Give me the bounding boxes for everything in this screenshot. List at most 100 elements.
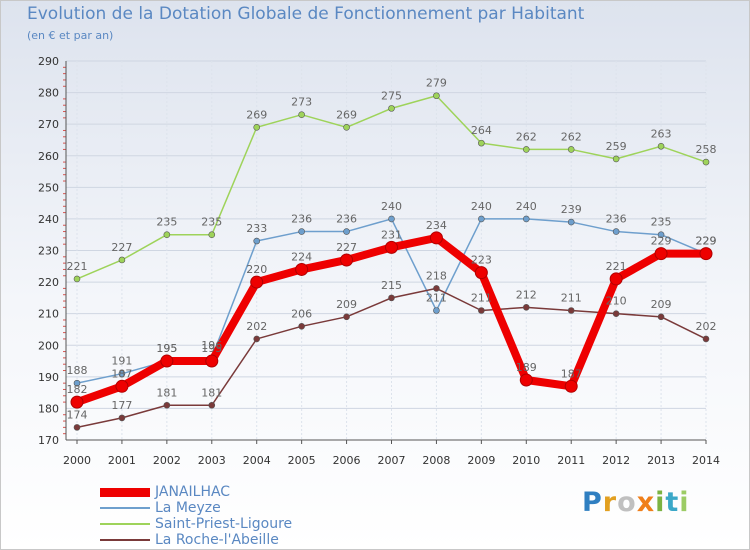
data-point-la-roche-l-abeille	[388, 294, 395, 302]
data-point-janailhac	[205, 354, 219, 368]
data-label-la-meyze: 191	[111, 355, 132, 368]
logo-letter: o	[617, 487, 637, 518]
data-label-janailhac: 224	[291, 250, 312, 263]
data-label-saint-priest-ligoure: 275	[381, 89, 402, 102]
data-point-janailhac	[115, 379, 129, 393]
y-tick-label: 200	[38, 339, 59, 352]
proxiti-logo: Proxiti	[582, 487, 690, 518]
x-tick-label: 2011	[557, 454, 585, 467]
data-label-la-roche-l-abeille: 209	[651, 298, 672, 311]
data-label-saint-priest-ligoure: 269	[336, 108, 357, 121]
data-label-janailhac: 234	[426, 219, 447, 232]
data-label-saint-priest-ligoure: 221	[67, 260, 88, 273]
data-label-la-roche-l-abeille: 181	[156, 386, 177, 399]
y-tick-label: 250	[38, 181, 59, 194]
data-label-saint-priest-ligoure: 227	[111, 241, 132, 254]
legend-swatch	[100, 507, 150, 509]
data-label-la-roche-l-abeille: 218	[426, 269, 447, 282]
legend-item: JANAILHAC	[100, 484, 292, 500]
legend-label: Saint-Priest-Ligoure	[155, 516, 293, 532]
data-point-saint-priest-ligoure	[657, 142, 665, 150]
data-label-la-meyze: 188	[67, 364, 88, 377]
legend-item: La Meyze	[100, 500, 292, 516]
data-label-janailhac: 195	[156, 342, 177, 355]
y-tick-label: 240	[38, 213, 59, 226]
data-label-la-meyze: 240	[471, 200, 492, 213]
data-label-saint-priest-ligoure: 235	[156, 216, 177, 229]
y-tick-label: 220	[38, 276, 59, 289]
data-point-la-meyze	[433, 307, 440, 314]
data-point-saint-priest-ligoure	[702, 158, 710, 166]
data-label-janailhac: 227	[336, 241, 357, 254]
x-tick-label: 2003	[198, 454, 226, 467]
y-tick-label: 280	[38, 87, 59, 100]
y-tick-label: 180	[38, 402, 59, 415]
data-point-la-roche-l-abeille	[343, 313, 350, 321]
x-tick-label: 2009	[467, 454, 495, 467]
data-point-la-meyze	[567, 218, 575, 226]
data-point-janailhac	[564, 379, 578, 393]
data-point-la-meyze	[388, 215, 395, 223]
data-point-la-roche-l-abeille	[567, 307, 575, 314]
data-label-la-roche-l-abeille: 211	[471, 292, 492, 305]
data-point-saint-priest-ligoure	[208, 231, 216, 239]
x-tick-label: 2014	[692, 454, 720, 467]
data-label-janailhac: 223	[471, 254, 492, 267]
data-point-saint-priest-ligoure	[612, 155, 620, 163]
data-point-saint-priest-ligoure	[253, 124, 261, 131]
y-tick-label: 170	[38, 434, 59, 447]
legend-item: Saint-Priest-Ligoure	[100, 516, 292, 532]
x-tick-label: 2001	[108, 454, 136, 467]
x-tick-label: 2010	[512, 454, 540, 467]
data-point-la-roche-l-abeille	[522, 304, 530, 311]
data-point-la-roche-l-abeille	[433, 285, 440, 292]
data-label-la-roche-l-abeille: 215	[381, 279, 402, 292]
x-tick-label: 2000	[63, 454, 91, 467]
data-point-saint-priest-ligoure	[522, 146, 530, 153]
data-label-la-roche-l-abeille: 211	[561, 292, 582, 305]
data-point-saint-priest-ligoure	[343, 124, 350, 131]
data-point-la-roche-l-abeille	[298, 322, 305, 330]
data-point-saint-priest-ligoure	[567, 146, 575, 153]
data-label-la-roche-l-abeille: 174	[67, 408, 88, 421]
data-label-la-meyze: 235	[651, 216, 672, 229]
data-label-janailhac: 231	[381, 228, 402, 241]
logo-letter: r	[602, 487, 618, 518]
data-point-janailhac	[160, 354, 174, 368]
logo-letter: t	[665, 487, 680, 518]
logo-letter: x	[636, 487, 656, 518]
data-point-janailhac	[385, 240, 398, 254]
data-label-janailhac: 220	[246, 263, 267, 276]
y-tick-label: 190	[38, 371, 59, 384]
data-label-la-meyze: 239	[561, 203, 582, 216]
data-point-saint-priest-ligoure	[118, 256, 126, 264]
data-point-la-roche-l-abeille	[208, 401, 216, 409]
data-point-la-meyze	[343, 228, 350, 235]
data-label-janailhac: 182	[67, 383, 88, 396]
series-layer	[70, 92, 713, 431]
data-point-la-roche-l-abeille	[478, 307, 485, 314]
data-point-janailhac	[654, 247, 668, 261]
data-point-saint-priest-ligoure	[478, 139, 485, 147]
data-label-saint-priest-ligoure: 235	[201, 216, 222, 229]
data-label-janailhac: 187	[561, 367, 582, 380]
data-label-janailhac: 195	[201, 342, 222, 355]
data-point-la-roche-l-abeille	[118, 414, 126, 422]
legend-label: JANAILHAC	[155, 484, 231, 500]
data-label-la-roche-l-abeille: 206	[291, 307, 312, 320]
data-point-janailhac	[70, 395, 84, 409]
data-label-janailhac: 187	[111, 367, 132, 380]
data-point-saint-priest-ligoure	[163, 231, 171, 239]
data-label-janailhac: 221	[606, 260, 627, 273]
data-label-saint-priest-ligoure: 263	[651, 127, 672, 140]
data-point-saint-priest-ligoure	[388, 105, 395, 112]
data-label-saint-priest-ligoure: 262	[516, 130, 537, 143]
data-point-la-meyze	[298, 228, 305, 235]
y-tick-label: 260	[38, 150, 59, 163]
data-label-la-roche-l-abeille: 181	[201, 386, 222, 399]
x-tick-label: 2004	[243, 454, 271, 467]
legend-swatch	[100, 487, 150, 497]
data-label-saint-priest-ligoure: 264	[471, 124, 492, 137]
data-point-saint-priest-ligoure	[298, 111, 305, 118]
